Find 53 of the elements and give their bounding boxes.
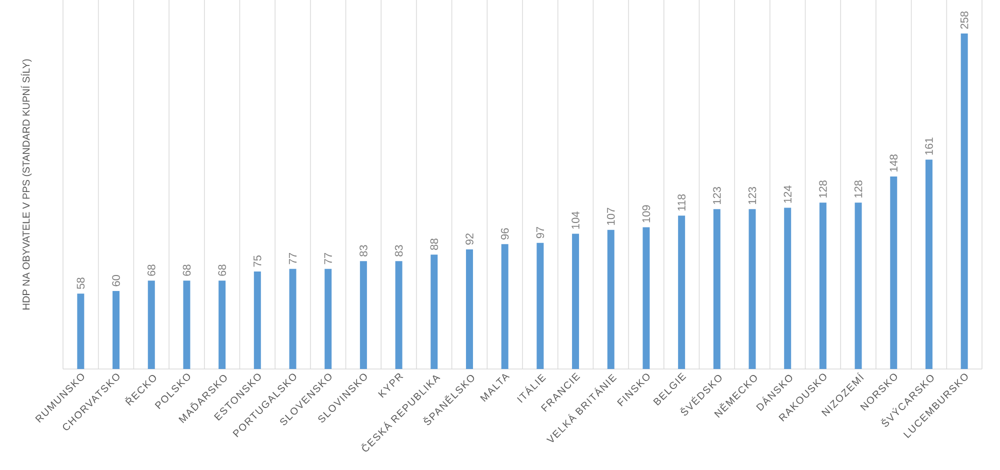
data-label: 96 <box>500 228 509 240</box>
data-label: 68 <box>147 264 156 276</box>
data-label: 128 <box>854 180 862 198</box>
bar <box>218 280 226 369</box>
data-label: 118 <box>678 194 686 211</box>
bar <box>148 280 155 369</box>
data-label: 83 <box>394 245 403 256</box>
data-label: 97 <box>536 226 544 238</box>
bar <box>536 242 544 369</box>
bar <box>572 234 580 369</box>
data-label: 148 <box>890 154 898 172</box>
bar <box>183 280 190 369</box>
data-label: 124 <box>784 186 792 203</box>
bar <box>77 294 84 369</box>
bar <box>819 202 826 369</box>
data-label: 77 <box>324 252 332 264</box>
data-label: 83 <box>360 245 368 256</box>
bar <box>960 34 968 369</box>
bar <box>466 249 473 369</box>
data-label: 68 <box>182 264 191 276</box>
data-label: 75 <box>254 256 262 267</box>
data-label: 58 <box>76 278 85 289</box>
bar <box>395 261 402 369</box>
bar <box>748 209 756 369</box>
bar <box>501 244 508 369</box>
bar <box>360 261 367 369</box>
data-label: 77 <box>288 252 297 264</box>
data-label: 68 <box>218 264 226 276</box>
data-label: 107 <box>606 208 615 225</box>
y-axis-title: HDP NA OBYVATELE V PPS (STANDARD KUPNÍ SÍLY) <box>20 59 32 310</box>
bar <box>713 209 720 369</box>
data-label: 161 <box>925 138 933 155</box>
data-label: 123 <box>713 187 721 204</box>
data-label: 60 <box>112 274 120 286</box>
bar <box>678 216 686 369</box>
bar <box>890 176 898 369</box>
data-label: 258 <box>960 11 968 29</box>
bar <box>607 230 614 369</box>
bar <box>324 268 332 369</box>
bar <box>854 202 862 369</box>
bar <box>112 290 120 369</box>
data-label: 104 <box>572 212 580 229</box>
bar <box>254 271 261 369</box>
data-label: 128 <box>819 180 827 198</box>
data-label: 109 <box>642 205 650 222</box>
bar <box>784 208 792 369</box>
bar <box>430 254 438 369</box>
bar <box>289 268 296 369</box>
data-label: 92 <box>466 233 474 245</box>
data-label: 123 <box>748 187 756 204</box>
bar <box>925 160 932 369</box>
bar <box>642 227 650 369</box>
data-label: 88 <box>430 238 438 250</box>
